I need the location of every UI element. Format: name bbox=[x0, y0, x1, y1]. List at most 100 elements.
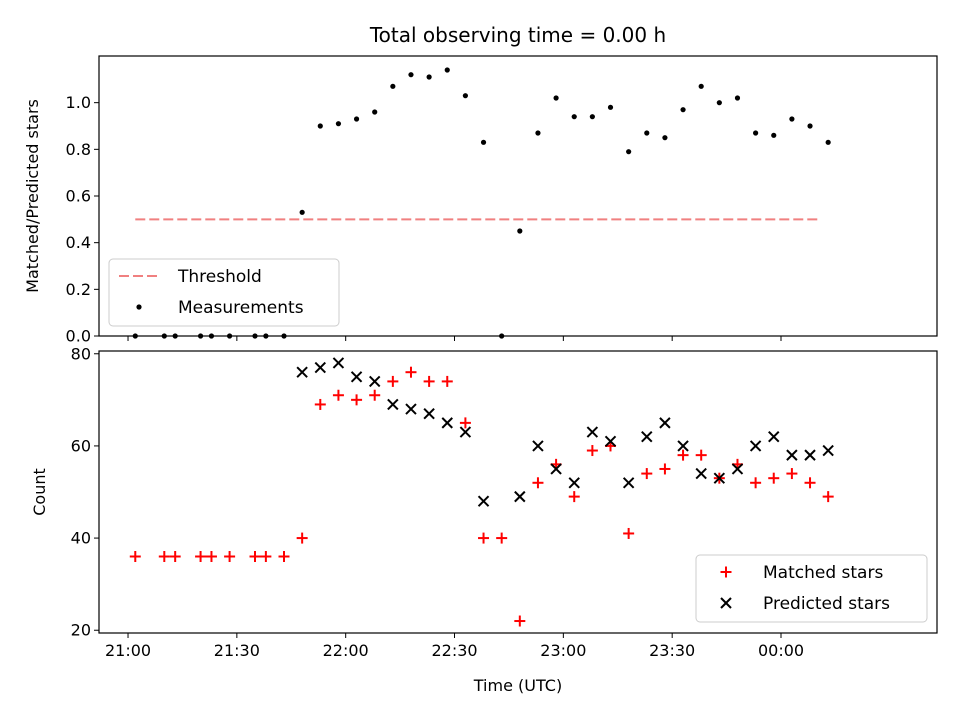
axes-frame-top bbox=[98, 55, 938, 337]
legend-box bbox=[108, 258, 340, 327]
predicted-star-point bbox=[768, 430, 780, 443]
measurement-point bbox=[825, 139, 831, 145]
predicted-star-point bbox=[532, 440, 544, 452]
matched-star-point bbox=[586, 445, 598, 457]
measurement-point bbox=[571, 114, 577, 120]
measurement-point bbox=[553, 95, 559, 101]
matched-star-point bbox=[387, 375, 399, 387]
matched-star-point bbox=[423, 375, 435, 387]
measurement-point bbox=[317, 123, 323, 129]
predicted-star-point bbox=[296, 366, 308, 378]
measurement-point bbox=[662, 135, 668, 141]
matched-star-point bbox=[441, 375, 453, 387]
legend-matched-swatch bbox=[720, 566, 732, 578]
matched-star-point bbox=[677, 449, 689, 461]
x-tick-label: 22:30 bbox=[431, 641, 477, 660]
x-tick-label: 23:30 bbox=[649, 641, 695, 660]
x-tick-label: 23:00 bbox=[540, 641, 586, 660]
measurement-point bbox=[390, 83, 396, 89]
measurement-point bbox=[789, 116, 795, 122]
predicted-star-point bbox=[786, 449, 798, 461]
predicted-star-point bbox=[477, 495, 490, 507]
predicted-star-point bbox=[695, 467, 707, 480]
matched-star-point bbox=[804, 477, 816, 489]
matched-star-point bbox=[205, 551, 217, 563]
predicted-star-point bbox=[441, 417, 453, 429]
measurement-point bbox=[444, 67, 450, 73]
measurement-point bbox=[807, 123, 813, 129]
matched-star-point bbox=[405, 366, 417, 378]
y-tick-label: 0.4 bbox=[66, 233, 91, 252]
predicted-star-point bbox=[731, 463, 744, 475]
matched-star-point bbox=[623, 527, 635, 539]
x-axis-label: Time (UTC) bbox=[473, 676, 562, 695]
y-tick-label: 60 bbox=[71, 436, 91, 455]
matched-star-point bbox=[369, 389, 381, 401]
matched-star-point bbox=[332, 389, 344, 401]
matched-star-point bbox=[568, 491, 580, 503]
matched-star-point bbox=[459, 417, 471, 429]
y-tick-label: 80 bbox=[71, 344, 91, 363]
measurement-point bbox=[698, 83, 704, 89]
matched-star-point bbox=[822, 491, 834, 503]
predicted-star-point bbox=[804, 449, 816, 461]
measurement-point bbox=[680, 107, 686, 113]
predicted-star-point bbox=[677, 440, 689, 452]
y-axis-label-bottom: Count bbox=[30, 468, 49, 516]
measurement-point bbox=[626, 149, 632, 155]
measurement-point bbox=[353, 116, 360, 122]
measurement-point bbox=[734, 95, 741, 101]
ratio-plot: 0.0 0.2 0.4 0.6 0.8 1.0 Threshold Measurements bbox=[66, 55, 938, 346]
predicted-star-point bbox=[749, 440, 762, 452]
y-tick-label: 20 bbox=[71, 621, 91, 640]
legend-bottom: Matched stars Predicted stars bbox=[695, 554, 928, 623]
predicted-star-point bbox=[822, 444, 834, 457]
predicted-star-point bbox=[368, 375, 381, 388]
legend-measurements-swatch bbox=[136, 304, 142, 310]
legend-predicted-label: Predicted stars bbox=[763, 594, 890, 614]
matched-star-point bbox=[659, 463, 671, 475]
matched-star-point bbox=[249, 551, 261, 563]
measurement-point bbox=[771, 132, 777, 138]
legend-predicted-swatch bbox=[720, 597, 732, 609]
x-tick-label: 21:30 bbox=[214, 641, 260, 660]
x-tick-label: 21:00 bbox=[105, 641, 151, 660]
y-tick-label: 40 bbox=[71, 529, 91, 548]
y-axis-label-top: Matched/Predicted stars bbox=[23, 99, 42, 293]
chart-title: Total observing time = 0.00 h bbox=[369, 23, 666, 47]
matched-star-point bbox=[129, 551, 141, 563]
predicted-star-point bbox=[387, 398, 399, 411]
matched-star-point bbox=[496, 532, 508, 544]
legend-box bbox=[695, 554, 928, 623]
predicted-star-point bbox=[659, 417, 671, 429]
matched-star-point bbox=[195, 551, 207, 563]
matched-star-point bbox=[514, 615, 526, 627]
measurement-point bbox=[589, 114, 595, 120]
matched-star-point bbox=[768, 472, 780, 484]
matched-star-point bbox=[478, 532, 490, 544]
predicted-star-point bbox=[332, 357, 345, 369]
measurement-point bbox=[535, 130, 541, 136]
measurement-point bbox=[299, 209, 305, 215]
measurement-point bbox=[426, 74, 432, 80]
measurement-point bbox=[335, 121, 342, 127]
measurement-point bbox=[372, 109, 378, 115]
axes-frame-bottom bbox=[98, 350, 938, 634]
predicted-star-point bbox=[459, 426, 472, 438]
legend-measurements-label: Measurements bbox=[178, 298, 304, 318]
matched-star-point bbox=[695, 449, 707, 461]
count-plot: 20 40 60 80 21:00 21:30 22:00 22:30 23:00 23:30 00… bbox=[71, 344, 938, 660]
predicted-star-point bbox=[550, 463, 562, 475]
predicted-star-point bbox=[350, 371, 363, 383]
measurement-point bbox=[480, 139, 487, 145]
predicted-star-point bbox=[314, 361, 326, 374]
legend-matched-label: Matched stars bbox=[763, 563, 883, 583]
measurement-point bbox=[408, 72, 414, 78]
predicted-star-point bbox=[622, 477, 635, 489]
legend-threshold-label: Threshold bbox=[177, 267, 262, 287]
matched-star-point bbox=[260, 551, 272, 563]
matched-star-point bbox=[641, 468, 653, 480]
measurement-point bbox=[753, 130, 759, 136]
predicted-star-point bbox=[514, 490, 526, 503]
x-tick-label: 22:00 bbox=[323, 641, 369, 660]
